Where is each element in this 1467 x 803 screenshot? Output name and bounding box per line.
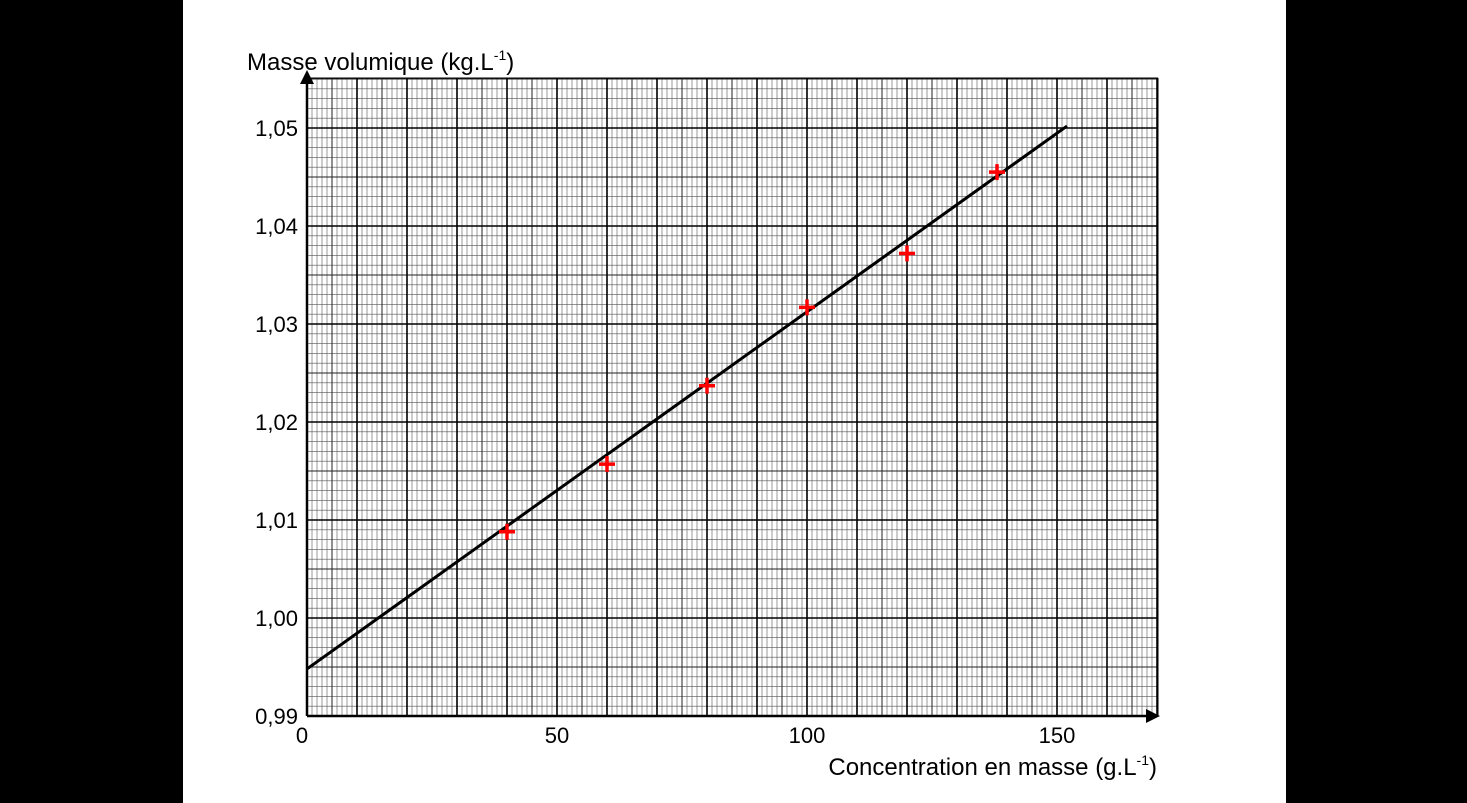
x-axis-title-end: ) <box>1149 754 1157 781</box>
data-point <box>989 164 1005 181</box>
x-axis-title: Concentration en masse (g.L-1) <box>828 752 1157 781</box>
trendline <box>306 124 1068 671</box>
medium-grid <box>307 78 1158 716</box>
y-tick-label: 1,00 <box>255 606 298 631</box>
x-axis-arrow <box>1146 709 1160 723</box>
y-tick-label: 1,02 <box>255 410 298 435</box>
y-tick-label: 1,05 <box>255 116 298 141</box>
x-tick-label: 150 <box>1039 723 1076 748</box>
data-point <box>899 245 915 262</box>
y-tick-label: 1,03 <box>255 312 298 337</box>
x-axis-title-main: Concentration en masse (g.L <box>828 754 1136 781</box>
trendline-group <box>306 124 1068 671</box>
data-point <box>699 377 715 394</box>
y-tick-label: 1,04 <box>255 214 298 239</box>
x-axis-title-exponent: -1 <box>1137 752 1150 768</box>
x-tick-label: 0 <box>296 723 308 748</box>
data-point <box>499 523 515 540</box>
y-axis-arrow <box>300 70 314 84</box>
x-tick-label: 50 <box>545 723 569 748</box>
y-tick-label: 0,99 <box>255 704 298 729</box>
y-axis-title-end: ) <box>506 49 514 76</box>
data-point <box>799 299 815 316</box>
y-tick-label: 1,01 <box>255 508 298 533</box>
tick-labels: 0 50 100 150 0,99 1,00 1,01 1,02 1,03 1,04 1,05 <box>255 116 1075 748</box>
x-tick-label: 100 <box>789 723 826 748</box>
data-point <box>599 456 615 473</box>
y-axis-title: Masse volumique (kg.L-1) <box>247 47 514 76</box>
data-points <box>499 164 1005 540</box>
y-axis-title-exponent: -1 <box>494 47 507 63</box>
axes <box>300 70 1160 723</box>
y-axis-title-main: Masse volumique (kg.L <box>247 49 494 76</box>
